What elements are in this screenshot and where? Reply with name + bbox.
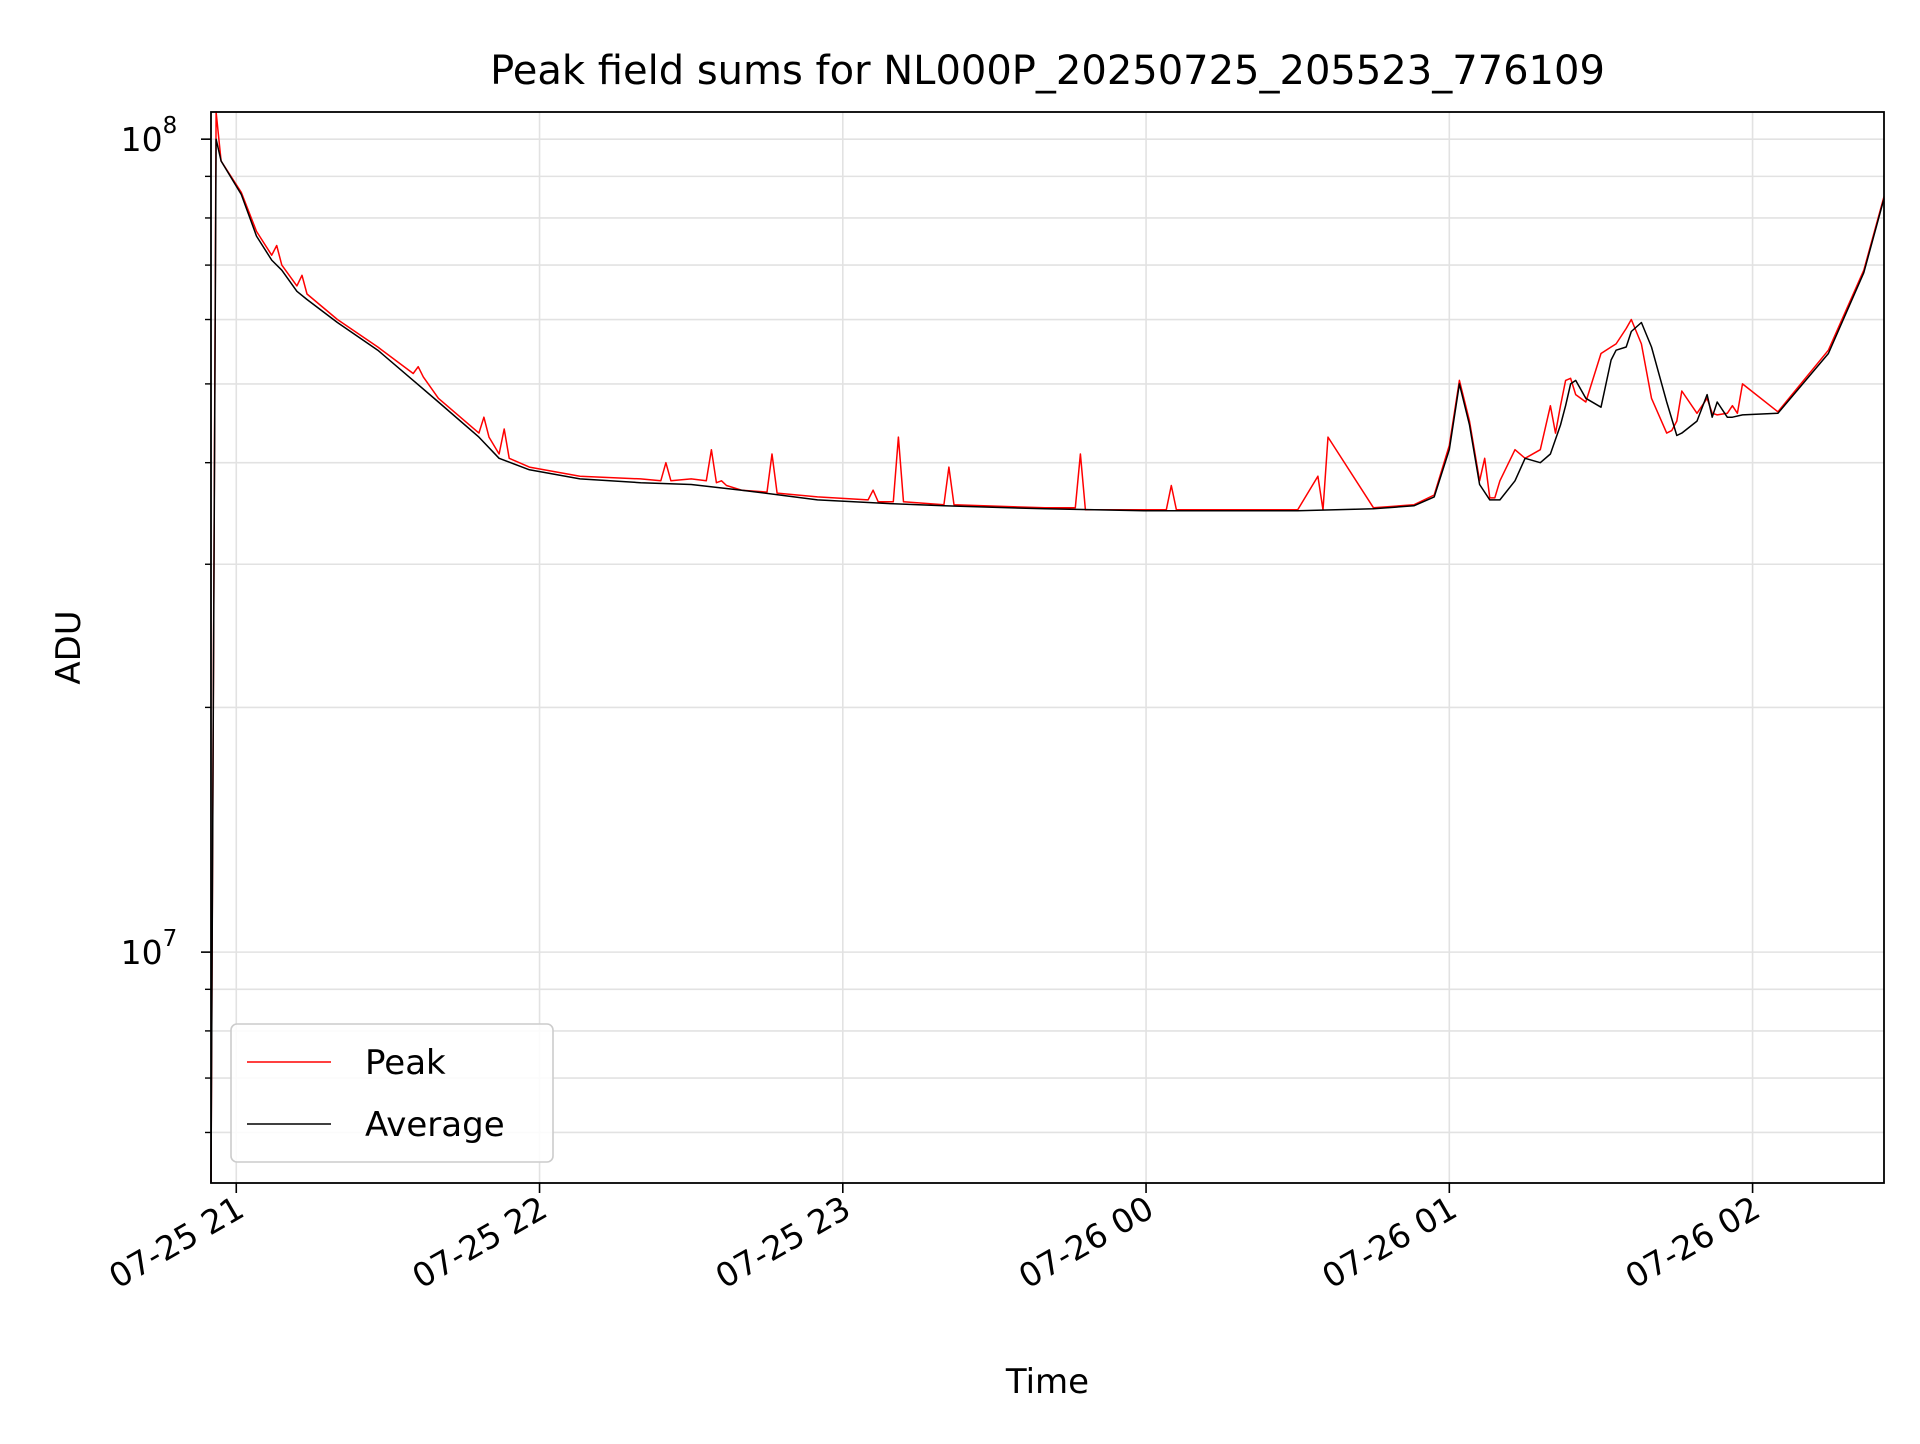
series-lines xyxy=(210,111,1885,1184)
legend: Peak Average xyxy=(230,1023,554,1163)
y-tick-exponent: 7 xyxy=(163,926,178,952)
series-line-average xyxy=(210,138,1885,1184)
y-tick-base: 10 xyxy=(121,120,163,159)
chart-title: Peak field sums for NL000P_20250725_2055… xyxy=(490,48,1605,94)
x-axis-label: Time xyxy=(1005,1362,1089,1402)
y-tick-exponent: 8 xyxy=(163,113,178,139)
y-axis-label: ADU xyxy=(49,610,89,684)
legend-label-peak: Peak xyxy=(365,1043,446,1083)
series-line-peak xyxy=(210,111,1885,1184)
legend-label-average: Average xyxy=(365,1105,505,1145)
y-tick-base: 10 xyxy=(121,933,163,972)
y-tick-label: 107 xyxy=(121,926,178,972)
y-tick-label: 108 xyxy=(121,113,178,159)
plot-frame xyxy=(210,111,1885,1184)
grid xyxy=(211,112,1884,1183)
legend-box xyxy=(230,1023,554,1163)
